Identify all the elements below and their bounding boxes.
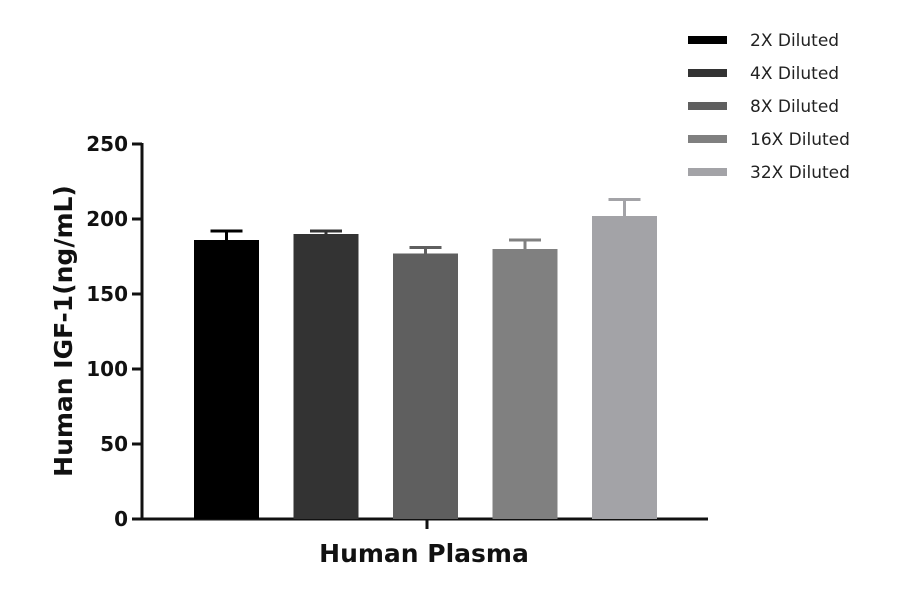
y-tick-label: 250	[86, 132, 128, 156]
legend-label: 32X Diluted	[750, 163, 850, 183]
y-tick-label: 100	[86, 357, 128, 381]
bars	[194, 216, 657, 519]
y-tick-label: 50	[100, 432, 128, 456]
legend-swatch	[688, 36, 727, 44]
y-tick-label: 150	[86, 282, 128, 306]
y-axis: 0 50 100 150 200 250	[86, 132, 144, 531]
legend-swatch	[688, 102, 727, 110]
bar-4x-diluted	[293, 234, 359, 519]
y-tick-label: 0	[114, 507, 128, 531]
y-axis-title: Human IGF-1(ng/mL)	[49, 185, 78, 477]
x-axis-title: Human Plasma	[319, 539, 529, 568]
bar-2x-diluted	[194, 240, 259, 519]
bar-16x-diluted	[492, 249, 558, 519]
legend-label: 2X Diluted	[750, 31, 839, 51]
legend-label: 16X Diluted	[750, 130, 850, 150]
bar-8x-diluted	[393, 253, 458, 519]
x-axis	[141, 517, 708, 529]
y-tick-label: 200	[86, 207, 128, 231]
legend: 2X Diluted 4X Diluted 8X Diluted 16X Dilute…	[688, 31, 850, 183]
error-bars	[210, 198, 641, 254]
legend-swatch	[688, 135, 727, 143]
legend-label: 8X Diluted	[750, 97, 839, 117]
legend-swatch	[688, 168, 727, 176]
legend-swatch	[688, 69, 727, 77]
legend-label: 4X Diluted	[750, 64, 839, 84]
bar-32x-diluted	[592, 216, 657, 519]
